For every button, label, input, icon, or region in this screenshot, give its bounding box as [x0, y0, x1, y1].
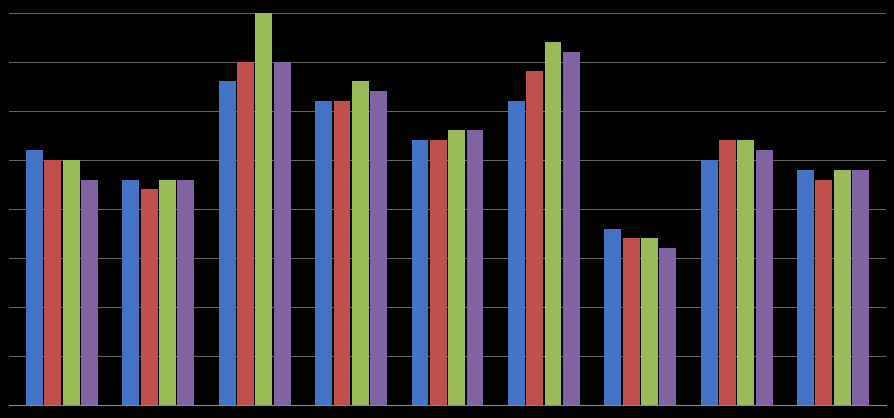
Bar — [333, 101, 350, 405]
Bar — [177, 180, 194, 405]
Bar — [700, 160, 717, 405]
Bar — [659, 248, 675, 405]
Bar — [315, 101, 332, 405]
Bar — [851, 170, 868, 405]
Bar — [140, 189, 157, 405]
Bar — [45, 160, 61, 405]
Bar — [274, 62, 291, 405]
Bar — [81, 180, 97, 405]
Bar — [833, 170, 849, 405]
Bar — [429, 140, 446, 405]
Bar — [562, 52, 579, 405]
Bar — [814, 180, 831, 405]
Bar — [544, 42, 561, 405]
Bar — [122, 180, 139, 405]
Bar — [737, 140, 754, 405]
Bar — [255, 0, 272, 405]
Bar — [797, 170, 813, 405]
Bar — [755, 150, 772, 405]
Bar — [159, 180, 176, 405]
Bar — [622, 238, 639, 405]
Bar — [526, 71, 543, 405]
Bar — [603, 229, 620, 405]
Bar — [466, 130, 483, 405]
Bar — [219, 82, 235, 405]
Bar — [411, 140, 428, 405]
Bar — [508, 101, 524, 405]
Bar — [370, 91, 386, 405]
Bar — [718, 140, 735, 405]
Bar — [351, 82, 368, 405]
Bar — [26, 150, 43, 405]
Bar — [237, 62, 254, 405]
Bar — [63, 160, 80, 405]
Bar — [448, 130, 465, 405]
Bar — [640, 238, 657, 405]
